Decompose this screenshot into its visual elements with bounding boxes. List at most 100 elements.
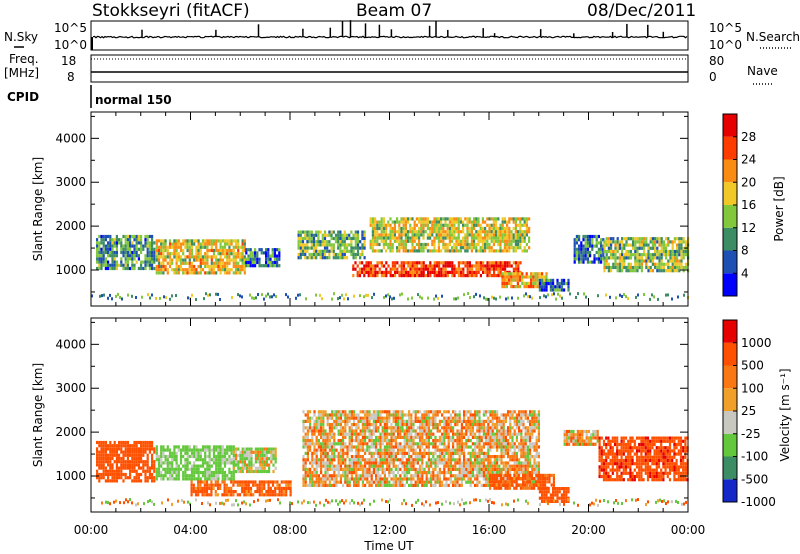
data-cell xyxy=(455,249,458,253)
data-cell xyxy=(96,453,99,457)
data-cell xyxy=(412,458,415,462)
data-cell xyxy=(412,442,415,446)
data-cell xyxy=(311,477,314,481)
data-cell xyxy=(226,248,229,253)
data-cell xyxy=(584,238,587,242)
data-cell xyxy=(254,490,257,494)
data-cell xyxy=(447,442,450,446)
data-cell xyxy=(287,480,290,484)
data-cell xyxy=(142,444,145,448)
data-cell xyxy=(400,274,403,278)
data-cell xyxy=(155,451,158,455)
data-cell xyxy=(217,248,220,253)
data-cell xyxy=(532,281,535,285)
data-cell xyxy=(416,480,419,484)
data-cell xyxy=(449,464,452,468)
data-cell xyxy=(126,263,129,267)
data-cell xyxy=(210,474,213,478)
data-cell xyxy=(402,270,405,274)
data-cell xyxy=(217,454,220,459)
data-cell xyxy=(278,490,281,494)
data-cell xyxy=(102,254,105,258)
data-cell xyxy=(299,249,302,253)
data-cell xyxy=(184,255,187,259)
velocity-heatmap xyxy=(96,410,689,507)
data-cell xyxy=(186,242,189,246)
data-cell xyxy=(410,461,413,465)
data-cell xyxy=(355,458,358,462)
data-cell xyxy=(151,447,154,451)
data-cell xyxy=(370,458,373,462)
data-cell xyxy=(223,474,227,478)
data-cell xyxy=(357,477,360,481)
data-cell xyxy=(449,448,452,452)
data-cell xyxy=(660,269,663,273)
ground-scatter-cell xyxy=(331,297,333,301)
data-cell xyxy=(436,423,439,427)
data-cell xyxy=(501,233,504,237)
data-cell xyxy=(333,435,336,439)
data-cell xyxy=(466,242,469,247)
data-cell xyxy=(162,264,165,269)
data-cell xyxy=(226,268,229,272)
colorbar-swatch xyxy=(723,250,737,274)
data-cell xyxy=(597,254,600,258)
data-cell xyxy=(394,480,397,484)
data-cell xyxy=(392,419,395,423)
data-cell xyxy=(490,236,493,240)
ground-scatter-cell xyxy=(237,293,239,297)
data-cell xyxy=(115,266,118,271)
data-cell xyxy=(280,480,283,484)
data-cell xyxy=(614,262,617,266)
data-cell xyxy=(453,267,456,271)
data-cell xyxy=(423,480,426,484)
data-cell xyxy=(451,236,454,240)
data-cell xyxy=(109,238,112,242)
data-cell xyxy=(445,432,448,436)
data-cell xyxy=(466,236,469,240)
data-cell xyxy=(484,226,487,231)
data-cell xyxy=(267,490,270,494)
data-cell xyxy=(381,426,384,430)
data-cell xyxy=(519,223,522,227)
data-cell xyxy=(381,464,384,468)
data-cell xyxy=(308,230,311,234)
data-cell xyxy=(636,253,639,257)
data-cell xyxy=(421,474,424,478)
data-cell xyxy=(414,483,417,487)
data-cell xyxy=(488,261,491,265)
data-cell xyxy=(464,264,467,268)
data-cell xyxy=(422,270,425,274)
data-cell xyxy=(370,429,373,433)
data-cell xyxy=(416,458,419,462)
data-cell xyxy=(269,257,272,261)
data-cell xyxy=(265,264,268,268)
data-cell xyxy=(462,270,465,274)
data-cell xyxy=(210,470,213,475)
data-cell xyxy=(401,416,404,420)
data-cell xyxy=(418,236,421,240)
data-cell xyxy=(124,460,127,464)
data-cell xyxy=(148,444,151,448)
data-cell xyxy=(186,261,189,265)
data-cell xyxy=(146,453,149,457)
data-cell xyxy=(671,256,674,260)
data-cell xyxy=(212,451,216,455)
data-cell xyxy=(157,261,161,265)
data-cell xyxy=(135,254,138,258)
ground-scatter-cell xyxy=(517,296,519,300)
data-cell xyxy=(359,464,362,468)
data-cell xyxy=(98,456,101,461)
data-cell xyxy=(135,250,138,255)
data-cell xyxy=(107,447,110,451)
data-cell xyxy=(409,270,412,274)
data-cell xyxy=(243,490,246,494)
data-cell xyxy=(190,264,194,269)
data-cell xyxy=(394,451,397,455)
data-cell xyxy=(525,285,528,289)
data-cell xyxy=(245,260,248,265)
data-cell xyxy=(665,246,668,250)
data-cell xyxy=(573,250,576,255)
data-cell xyxy=(140,453,143,457)
